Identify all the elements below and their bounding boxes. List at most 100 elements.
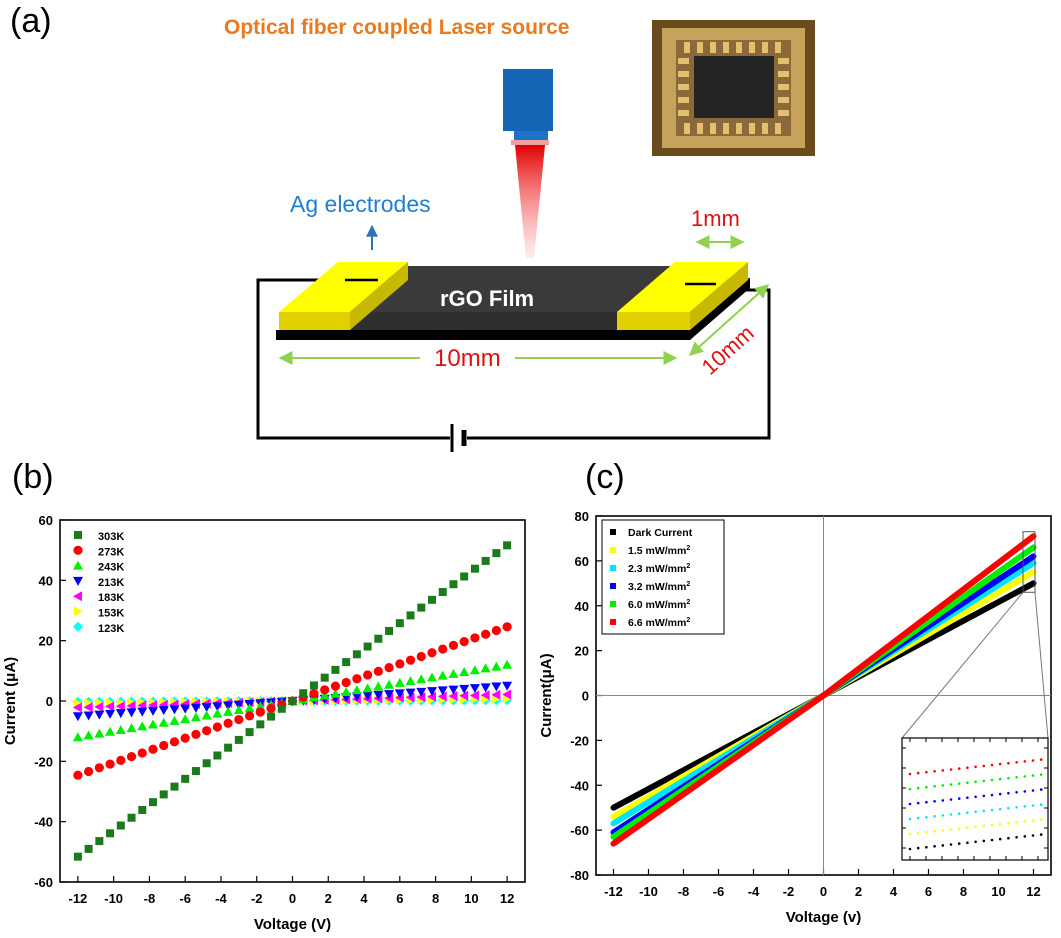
data-point [72, 712, 83, 722]
data-point [437, 691, 447, 702]
series-273K [73, 622, 512, 780]
x-tick-label: 6 [396, 891, 403, 906]
data-point [374, 634, 383, 643]
x-tick-label: -2 [251, 891, 263, 906]
inset-point [941, 784, 945, 787]
data-point [480, 690, 490, 701]
y-axis-label: Current (μA) [2, 657, 19, 745]
data-point [234, 714, 244, 725]
x-tick-label: 6 [925, 884, 932, 899]
inset-point [990, 778, 994, 782]
data-point [480, 683, 491, 693]
data-point [470, 564, 479, 573]
data-point [148, 719, 158, 729]
data-point [502, 681, 513, 691]
inset-point [916, 786, 920, 790]
data-point [224, 743, 233, 752]
data-point [373, 681, 384, 691]
x-tick-label: -8 [144, 891, 156, 906]
data-point [94, 728, 105, 738]
data-point [223, 718, 233, 728]
data-point [234, 735, 243, 744]
x-tick-label: -10 [104, 891, 123, 906]
battery-icon [450, 424, 467, 452]
device-schematic: Optical fiber coupled Laser source [224, 16, 815, 470]
legend-label: 3.2 mW/mm2 [628, 581, 690, 593]
data-point [416, 692, 426, 703]
y-tick-label: -20 [570, 733, 589, 748]
inset-point [966, 841, 969, 844]
data-point [105, 759, 115, 769]
film-length-label: 10mm [434, 345, 501, 372]
data-point [319, 690, 330, 700]
inset-point [982, 779, 986, 783]
legend-marker [610, 547, 616, 553]
x-tick-label: 0 [820, 884, 827, 899]
data-point [438, 644, 448, 654]
zoom-connector [1034, 592, 1049, 739]
data-point [106, 829, 115, 838]
data-point [181, 774, 190, 783]
series-243K [72, 659, 513, 742]
inset-point [998, 837, 1002, 841]
legend-marker [73, 560, 83, 570]
data-point [94, 710, 105, 720]
legend-label: Dark Current [628, 527, 693, 539]
inset-point [990, 793, 994, 797]
inset-point [1015, 836, 1018, 839]
legend-label: 123K [98, 623, 124, 635]
data-point [73, 852, 82, 861]
data-point [159, 740, 169, 751]
inset-point [908, 787, 912, 791]
data-point [427, 687, 437, 697]
inset-point [949, 798, 953, 801]
rgo-film-label: rGO Film [440, 286, 534, 311]
inset-point [982, 839, 986, 843]
zoom-connector [901, 591, 1024, 739]
legend-marker [610, 583, 616, 589]
data-point [469, 690, 479, 701]
data-point [416, 674, 427, 684]
legend-marker [610, 529, 616, 535]
data-point [277, 704, 286, 713]
data-point [459, 637, 469, 647]
inset-point [941, 844, 945, 847]
y-tick-label: -60 [34, 875, 53, 890]
data-point [416, 687, 427, 697]
legend-label: 183K [98, 592, 124, 604]
data-point [256, 720, 265, 729]
data-point [148, 706, 158, 716]
data-point [406, 611, 415, 620]
data-point [405, 692, 415, 703]
legend-label: 6.6 mW/mm2 [628, 617, 690, 629]
inset-point [998, 822, 1002, 826]
data-point [309, 688, 319, 699]
inset-point [1031, 834, 1035, 837]
x-tick-label: 2 [325, 891, 332, 906]
data-point [491, 689, 501, 700]
inset-point [949, 828, 953, 831]
data-point [115, 709, 126, 719]
inset-point [941, 799, 945, 802]
data-point [352, 674, 362, 684]
inset-point [908, 817, 912, 821]
legend-marker [610, 619, 616, 625]
inset-point [966, 781, 969, 784]
inset-point [941, 769, 945, 772]
data-point [191, 767, 200, 776]
data-point [83, 730, 94, 740]
inset-point [1031, 774, 1035, 777]
inset-point [1031, 789, 1035, 792]
data-point [330, 681, 341, 691]
data-point [180, 714, 191, 724]
data-point [84, 766, 94, 777]
device-photo [652, 20, 815, 156]
y-tick-label: 80 [575, 509, 589, 524]
inset-point [998, 792, 1002, 796]
x-tick-label: 10 [991, 884, 1005, 899]
data-point [437, 670, 448, 680]
y-tick-label: -40 [34, 815, 53, 830]
series-303K [73, 541, 512, 861]
data-point [427, 691, 436, 702]
inset-zoom-panel [901, 737, 1049, 861]
